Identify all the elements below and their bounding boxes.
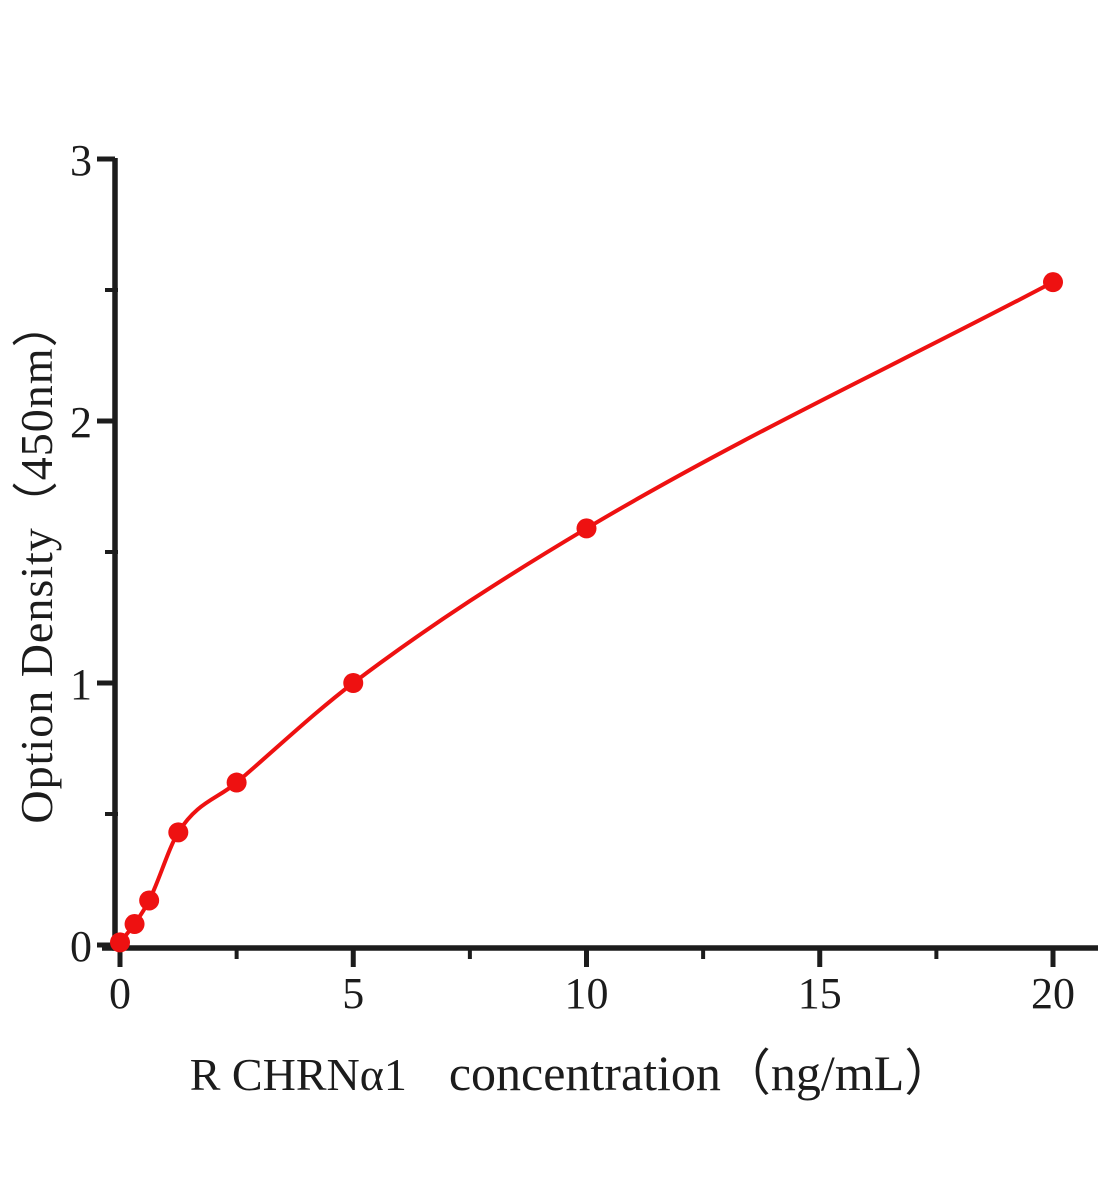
x-axis-title-main: concentration（ng/mL） — [448, 1045, 955, 1101]
y-tick-label: 2 — [70, 398, 92, 447]
x-tick-label: 10 — [565, 969, 609, 1018]
standard-curve-line — [118, 280, 1055, 945]
x-tick-label: 15 — [798, 969, 842, 1018]
data-point-marker — [226, 772, 247, 793]
data-point-marker — [1043, 272, 1063, 293]
y-tick-label: 3 — [70, 136, 92, 185]
y-tick-label: 0 — [70, 922, 92, 971]
data-point-marker — [168, 822, 189, 843]
x-axis-title: R CHRNα1 concentration（ng/mL） — [190, 1033, 955, 1105]
x-tick-label: 5 — [342, 969, 364, 1018]
data-point-marker — [110, 932, 130, 953]
data-point-marker — [124, 914, 145, 935]
x-tick-label: 0 — [109, 969, 131, 1018]
data-point-marker — [139, 890, 160, 911]
x-tick-label: 20 — [1031, 969, 1075, 1018]
data-point-marker — [343, 673, 364, 693]
x-axis-title-prefix: R CHRNα1 — [189, 1049, 407, 1100]
y-axis-title: Option Density（450nm） — [11, 300, 62, 824]
data-point-marker — [576, 518, 597, 539]
y-tick-label: 1 — [70, 660, 92, 709]
